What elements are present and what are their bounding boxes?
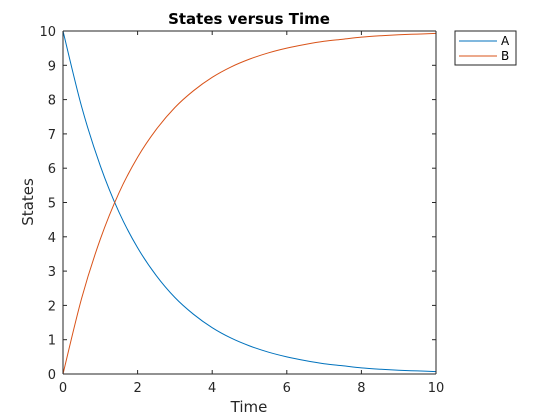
legend: AB bbox=[454, 30, 517, 66]
y-tick-label: 4 bbox=[48, 231, 56, 246]
y-tick-label: 8 bbox=[48, 94, 56, 109]
series-layer bbox=[62, 30, 437, 375]
axes-ticks: 0 2 4 6 8 10 0 1 2 3 4 5 6 7 8 9 10 bbox=[39, 25, 444, 396]
y-axis-label: States bbox=[19, 178, 37, 226]
series-line-b bbox=[62, 32, 437, 375]
x-tick-label: 8 bbox=[357, 381, 365, 396]
y-tick-label: 6 bbox=[48, 162, 56, 177]
y-tick-label: 3 bbox=[48, 265, 56, 280]
chart-title: States versus Time bbox=[168, 10, 330, 28]
x-tick-label: 10 bbox=[428, 381, 445, 396]
y-tick-label: 7 bbox=[48, 128, 56, 143]
plot-area bbox=[62, 30, 437, 375]
y-tick-label: 2 bbox=[48, 299, 56, 314]
y-tick-label: 9 bbox=[48, 59, 56, 74]
legend-label-b: B bbox=[501, 49, 509, 63]
x-tick-label: 0 bbox=[59, 381, 67, 396]
y-tick-label: 1 bbox=[48, 334, 56, 349]
y-tick-label: 0 bbox=[48, 368, 56, 383]
plot-background bbox=[63, 31, 436, 374]
x-tick-label: 4 bbox=[208, 381, 216, 396]
x-tick-label: 2 bbox=[133, 381, 141, 396]
x-axis-label: Time bbox=[230, 398, 268, 416]
x-tick-label: 6 bbox=[283, 381, 291, 396]
legend-label-a: A bbox=[501, 34, 510, 48]
y-tick-label: 10 bbox=[39, 25, 56, 40]
legend-box bbox=[454, 30, 517, 66]
series-line-a bbox=[62, 30, 437, 373]
y-tick-label: 5 bbox=[48, 197, 56, 212]
